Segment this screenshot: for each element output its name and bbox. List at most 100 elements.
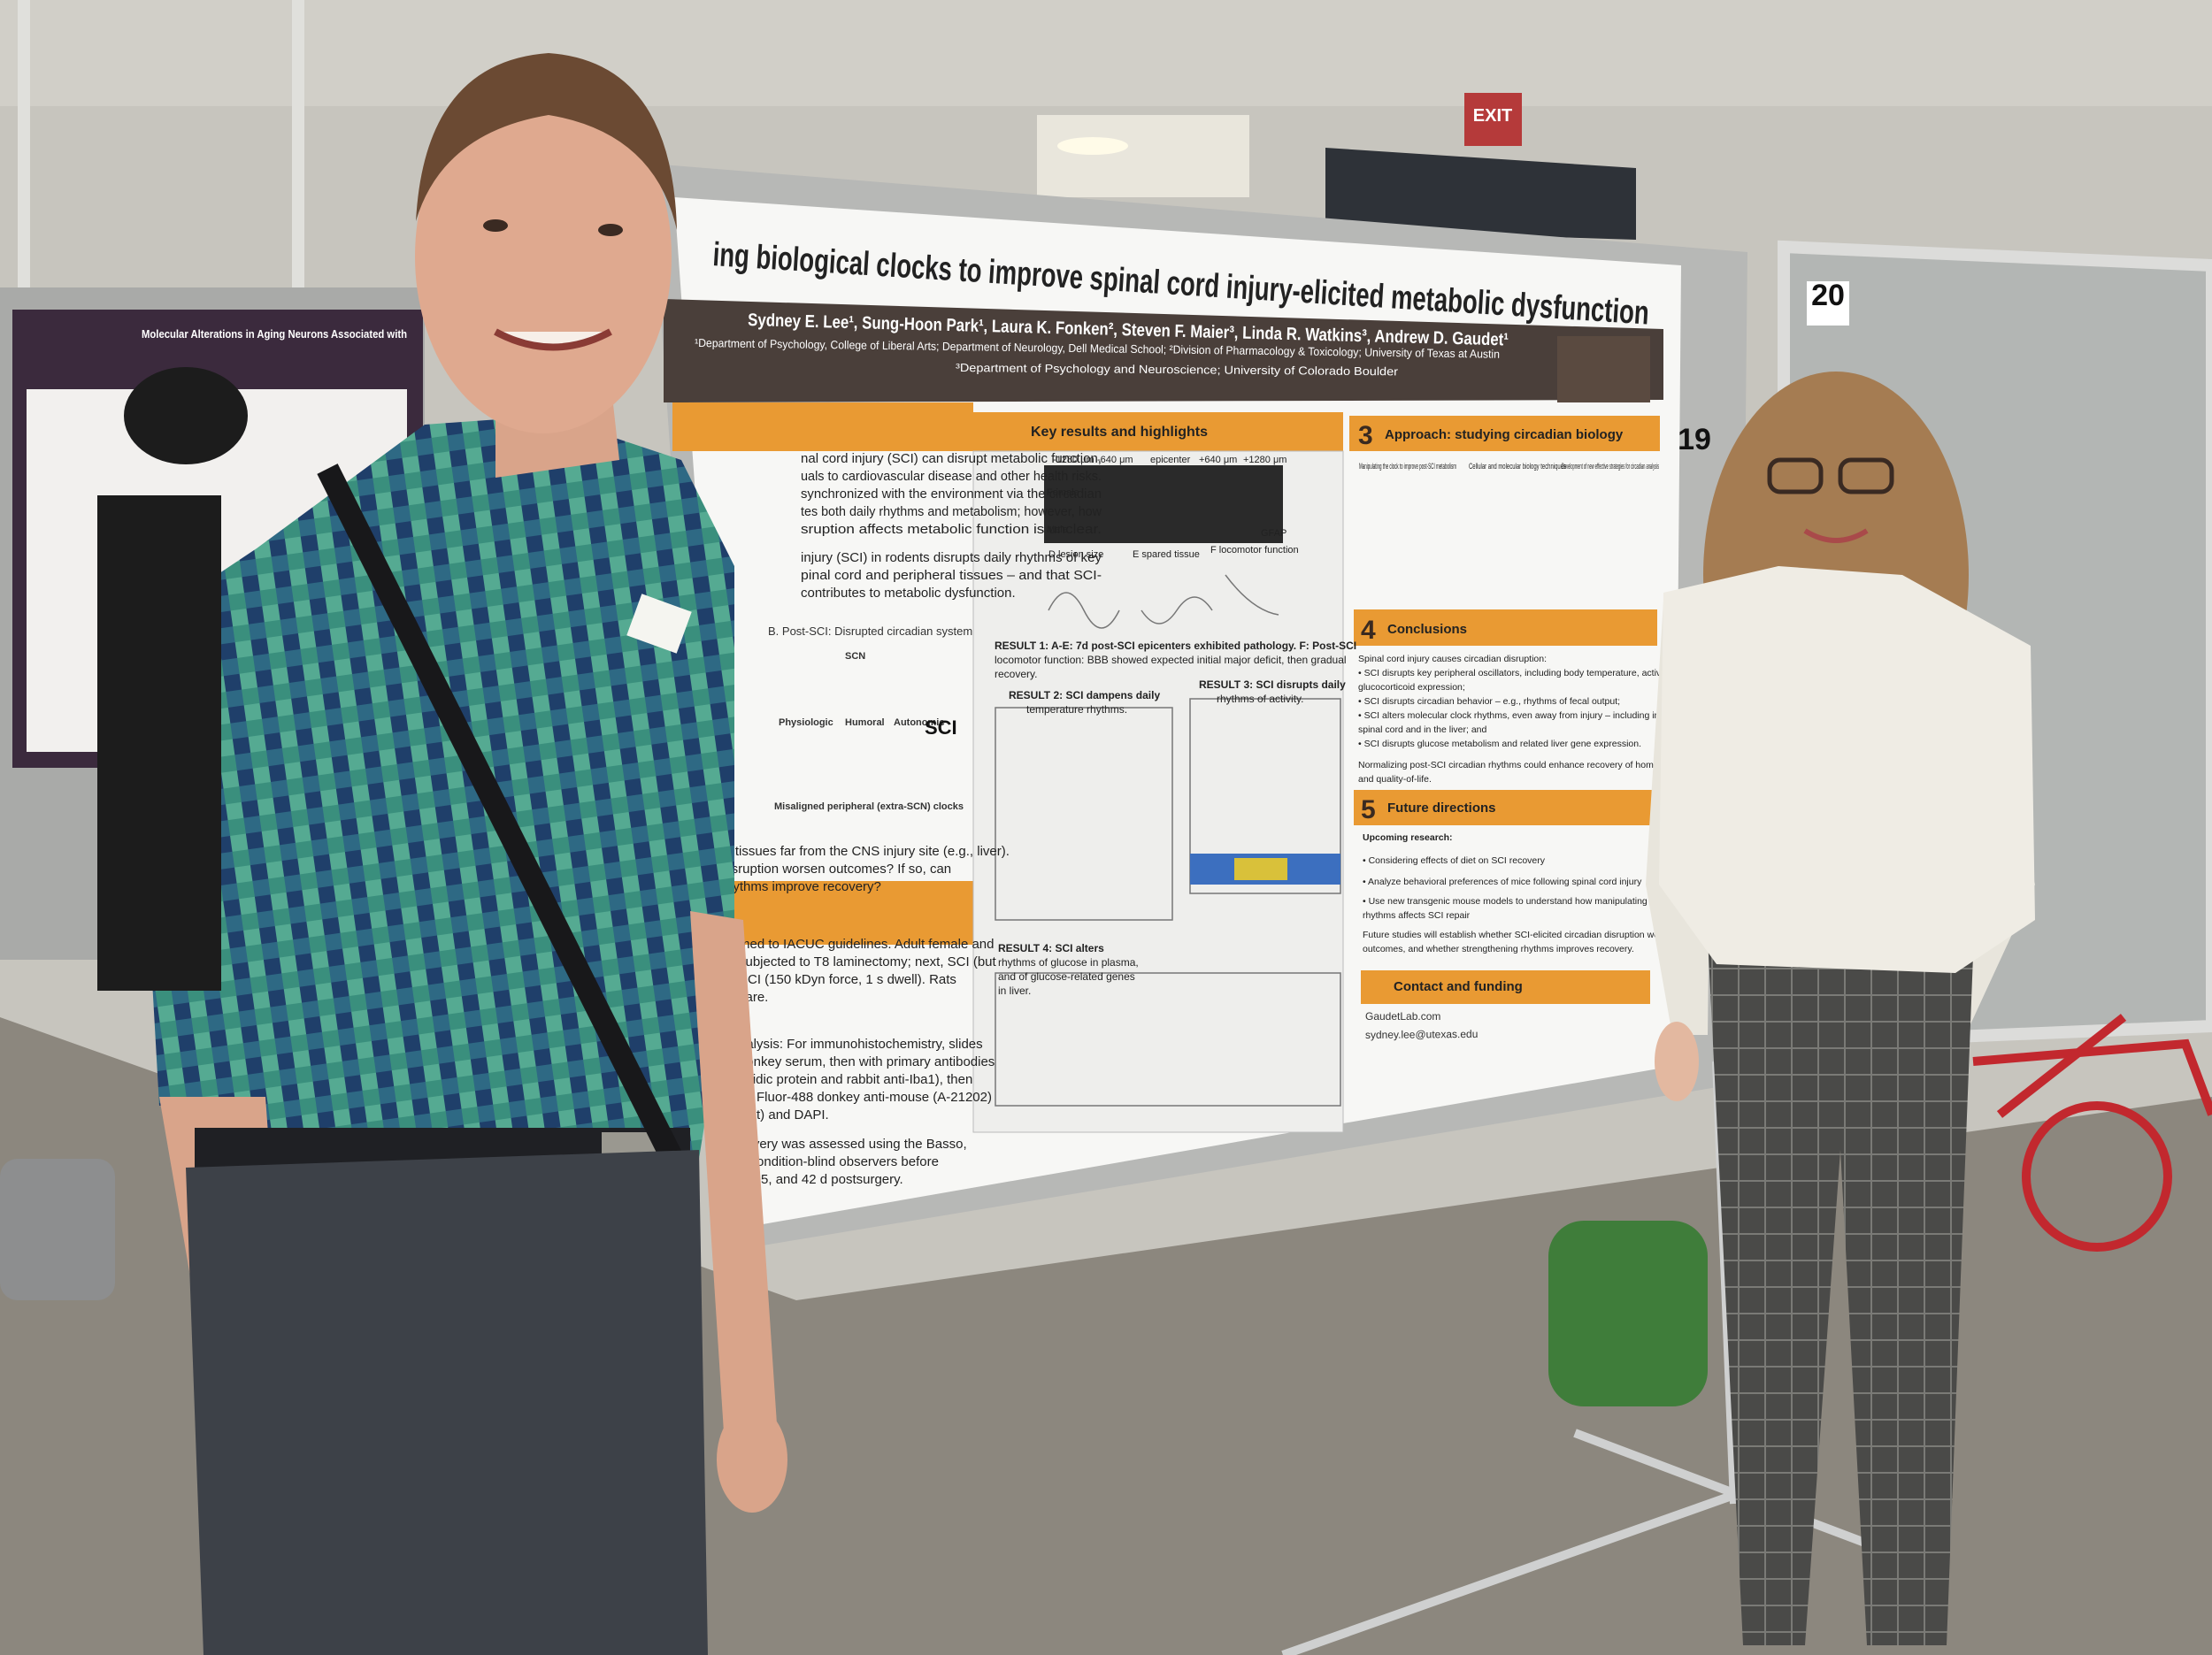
poster-text: recovery. xyxy=(995,668,1037,680)
blouse xyxy=(1659,566,2035,973)
heatmap-hot xyxy=(1234,858,1287,880)
face xyxy=(415,80,672,433)
poster-text: SCI (150 kDyn force, 1 s dwell). Rats xyxy=(739,972,956,987)
hand xyxy=(717,1406,787,1513)
poster-text: RESULT 1: A-E: 7d post-SCI epicenters ex… xyxy=(995,640,1356,652)
poster-text: Manipulating the clock to improve post-S… xyxy=(1359,462,1456,471)
hat xyxy=(124,367,248,464)
ut-seal-photo xyxy=(1557,336,1650,402)
poster-text: covery was assessed using the Basso, xyxy=(739,1137,967,1152)
poster-text: Female xyxy=(1047,487,1079,498)
poster-text: Humoral xyxy=(845,717,885,728)
poster-text: • Use new transgenic mouse models to und… xyxy=(1363,896,1687,907)
section-bar xyxy=(734,881,973,945)
poster-text: and quality-of-life. xyxy=(1358,774,1432,785)
poster-text: 5, 35, and 42 d postsurgery. xyxy=(739,1172,903,1187)
author-band xyxy=(664,299,1663,402)
histology-images xyxy=(1044,465,1283,543)
poster-text: donkey serum, then with primary antibodi… xyxy=(739,1054,995,1069)
poster-text: D lesion size xyxy=(1048,549,1103,560)
poster-text: RESULT 4: SCI alters xyxy=(998,942,1104,954)
hand xyxy=(1655,1022,1699,1101)
poster-text: Future studies will establish whether SC… xyxy=(1363,930,1682,940)
smile xyxy=(1803,528,1869,543)
poster-text: RESULT 2: SCI dampens daily xyxy=(1009,689,1160,701)
poster-text: Contact and funding xyxy=(1394,979,1523,994)
poster-text: GFAP xyxy=(1261,528,1286,539)
poster-text: SCI xyxy=(925,716,957,739)
poster-text: locomotor function: BBB showed expected … xyxy=(995,654,1347,666)
poster-text: xa Fluor-488 donkey anti-mouse (A-21202) xyxy=(739,1090,992,1105)
poster-text: 5 xyxy=(1361,795,1376,824)
poster-text: med to IACUC guidelines. Adult female an… xyxy=(739,937,995,952)
poster-text: sruption affects metabolic function is u… xyxy=(801,522,1102,537)
poster-text: +1280 μm xyxy=(1243,455,1286,465)
bicycles xyxy=(1972,1014,2212,1252)
poster-text: RESULT 3: SCI disrupts daily xyxy=(1199,678,1346,691)
section-bar xyxy=(672,402,973,451)
poster-text: 20 xyxy=(1811,279,1845,312)
poster-text: • SCI alters molecular clock rhythms, ev… xyxy=(1358,710,1691,721)
poster-text: -1280 μm xyxy=(1053,455,1094,465)
bag xyxy=(0,1159,115,1300)
poster-text: Autonomic xyxy=(894,717,944,728)
poster-text: 4 xyxy=(1361,616,1376,645)
poster-text: • Considering effects of diet on SCI rec… xyxy=(1363,855,1546,866)
trousers xyxy=(186,1150,708,1655)
exit-sign xyxy=(1464,93,1522,146)
poster-text: pinal cord and peripheral tissues – and … xyxy=(801,568,1102,583)
section-bar xyxy=(1354,790,1657,825)
poster-text: 19 xyxy=(1678,423,1711,456)
poster-text: spinal cord and in the liver; and xyxy=(1358,724,1486,735)
poster-text: 3 xyxy=(1358,421,1373,450)
poster-text: F locomotor function xyxy=(1210,545,1299,555)
poster-text: +640 μm xyxy=(1199,455,1237,465)
poster-text: rhythms of activity. xyxy=(1217,693,1303,705)
poster-text: Spinal cord injury causes circadian disr… xyxy=(1358,654,1547,664)
poster-text: rhythms improve recovery? xyxy=(721,879,881,894)
window xyxy=(1325,148,1636,240)
poster-text: Normalizing post-SCI circadian rhythms c… xyxy=(1358,760,1687,770)
poster-text: epicenter xyxy=(1150,455,1191,465)
poster-text: uals to cardiovascular disease and other… xyxy=(801,469,1102,484)
person-background xyxy=(97,495,221,991)
eye xyxy=(483,219,508,232)
hair xyxy=(416,53,677,230)
poster-text: Molecular Alterations in Aging Neurons A… xyxy=(142,327,407,341)
poster-text: in tissues far from the CNS injury site … xyxy=(721,844,1010,859)
poster-text: and of glucose-related genes xyxy=(998,970,1135,983)
section-bar xyxy=(1361,970,1650,1004)
mini-plots xyxy=(995,574,1341,1107)
results-panel xyxy=(972,450,1344,1133)
poster-text: Physiologic xyxy=(779,717,833,728)
poster-text: nalysis: For immunohistochemistry, slide… xyxy=(739,1037,983,1052)
smile xyxy=(494,328,612,351)
poster-text: rhythms of glucose in plasma, xyxy=(998,956,1139,969)
poster-text: • Analyze behavioral preferences of mice… xyxy=(1363,877,1642,887)
poster-text: Cellular and molecular biology technique… xyxy=(1469,462,1566,471)
poster-text: bbit) and DAPI. xyxy=(739,1107,829,1122)
poster-text: EXIT xyxy=(1473,106,1512,126)
poster-text: Conclusions xyxy=(1387,622,1467,637)
section-bar xyxy=(1349,416,1660,451)
poster-text: nal cord injury (SCI) can disrupt metabo… xyxy=(801,451,1102,466)
poster-text: rhythms affects SCI repair xyxy=(1363,910,1471,921)
poster-text: acidic protein and rabbit anti-Iba1), th… xyxy=(739,1072,972,1087)
poster-text: synchronized with the environment via th… xyxy=(801,487,1102,502)
poster-text: -640 μm xyxy=(1097,455,1133,465)
eye xyxy=(598,224,623,236)
poster-text: sydney.lee@utexas.edu xyxy=(1365,1028,1478,1041)
poster-text: subjected to T8 laminectomy; next, SCI (… xyxy=(739,954,997,969)
poster-text: Key results and highlights xyxy=(1031,425,1208,440)
glasses xyxy=(1767,457,1894,494)
poster-text: injury (SCI) in rodents disrupts daily r… xyxy=(801,550,1102,565)
poster-text: outcomes, and whether strengthening rhyt… xyxy=(1363,944,1634,954)
poster-text: temperature rhythms. xyxy=(1026,703,1127,716)
ceiling xyxy=(0,0,2212,106)
poster-text: tes both daily rhythms and metabolism; h… xyxy=(801,504,1102,519)
pillar xyxy=(292,0,304,301)
name-badge xyxy=(626,594,692,654)
poster-text: glucocorticoid expression; xyxy=(1358,682,1465,693)
poster-text: contributes to metabolic dysfunction. xyxy=(801,586,1016,601)
